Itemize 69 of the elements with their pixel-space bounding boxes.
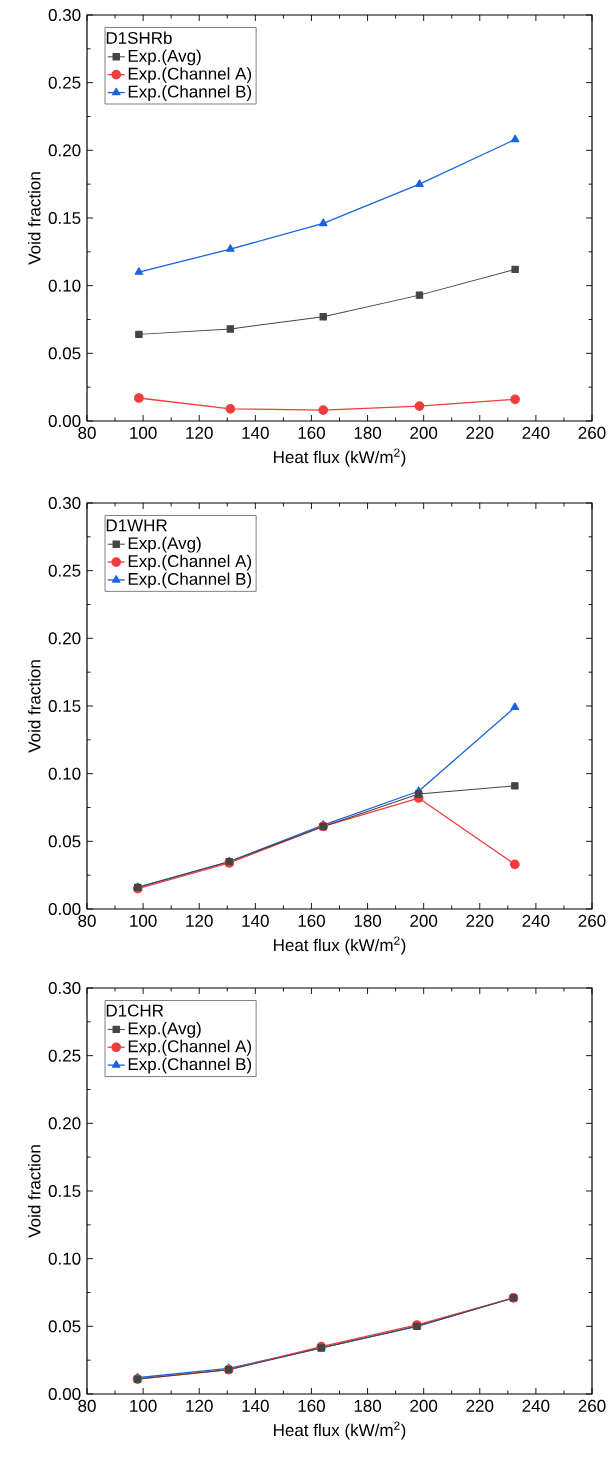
x-tick-label: 220 <box>466 426 494 439</box>
legend-label: Exp.(Channel A) <box>128 554 252 571</box>
x-tick-label: 180 <box>354 426 382 439</box>
y-tick-label: 0.15 <box>48 699 81 713</box>
x-tick-label: 240 <box>522 1399 550 1412</box>
y-tick-label: 0.05 <box>48 835 81 848</box>
x-tick-label: 140 <box>242 914 269 927</box>
y-tick-label: 0.00 <box>48 902 81 916</box>
x-tick-label: 80 <box>78 1399 96 1412</box>
x-tick-label: 220 <box>466 914 494 927</box>
legend-label: Exp.(Channel B) <box>128 572 252 589</box>
y-tick-label: 0.25 <box>48 1049 81 1062</box>
y-tick-label: 0.25 <box>48 564 81 577</box>
legend-label: Exp.(Avg) <box>128 1021 201 1038</box>
x-tick-label: 120 <box>186 914 213 927</box>
y-tick-label: 0.10 <box>48 1252 81 1265</box>
legend-title: D1WHR <box>106 519 167 532</box>
x-tick-label: 200 <box>410 914 438 927</box>
x-tick-label: 100 <box>130 914 157 927</box>
x-tick-label: 80 <box>78 914 96 927</box>
y-axis-title: Void fraction <box>28 172 41 265</box>
x-tick-label: 160 <box>298 1399 325 1412</box>
legend-label: Exp.(Channel A) <box>128 67 252 84</box>
x-tick-label: 180 <box>354 1399 382 1412</box>
y-tick-label: 0.15 <box>48 1184 81 1198</box>
y-tick-label: 0.20 <box>48 144 81 157</box>
legend-label: Exp.(Avg) <box>128 49 201 66</box>
y-tick-label: 0.15 <box>48 211 81 225</box>
x-tick-label: 200 <box>410 426 438 439</box>
x-tick-label: 120 <box>186 1399 213 1412</box>
y-tick-label: 0.05 <box>48 1320 81 1333</box>
x-tick-label: 260 <box>578 914 606 927</box>
y-axis-title: Void fraction <box>28 660 41 753</box>
x-tick-label: 160 <box>298 426 325 439</box>
y-tick-label: 0.00 <box>48 414 81 428</box>
x-tick-label: 240 <box>522 914 550 927</box>
y-axis-title: Void fraction <box>28 1145 41 1238</box>
y-tick-label: 0.30 <box>48 496 81 510</box>
x-tick-label: 80 <box>78 426 96 439</box>
x-tick-label: 120 <box>186 426 213 439</box>
y-tick-label: 0.30 <box>48 981 81 995</box>
x-tick-label: 260 <box>578 1399 606 1412</box>
x-tick-label: 200 <box>410 1399 438 1412</box>
x-tick-label: 220 <box>466 1399 494 1412</box>
x-tick-label: 260 <box>578 426 606 439</box>
x-tick-label: 240 <box>522 426 550 439</box>
y-tick-label: 0.20 <box>48 632 81 645</box>
x-tick-label: 100 <box>130 1399 157 1412</box>
y-tick-label: 0.00 <box>48 1387 81 1401</box>
y-tick-label: 0.25 <box>48 76 81 89</box>
legend-label: Exp.(Channel B) <box>128 1057 252 1074</box>
legend-title: D1SHRb <box>106 31 172 45</box>
legend-label: Exp.(Avg) <box>128 536 201 553</box>
y-tick-label: 0.20 <box>48 1117 81 1130</box>
x-tick-label: 160 <box>298 914 325 927</box>
y-tick-label: 0.05 <box>48 347 81 360</box>
x-tick-label: 140 <box>242 426 269 439</box>
x-axis-title: Heat flux (kW/m$^{2}$) <box>274 936 406 955</box>
x-tick-label: 180 <box>354 914 382 927</box>
legend-title: D1CHR <box>106 1004 164 1017</box>
y-tick-label: 0.10 <box>48 767 81 780</box>
legend-label: Exp.(Channel B) <box>128 85 252 101</box>
x-tick-label: 100 <box>130 426 157 439</box>
x-axis-title: Heat flux (kW/m$^{2}$) <box>274 1421 406 1440</box>
x-tick-label: 140 <box>242 1399 269 1412</box>
x-axis-title: Heat flux (kW/m$^{2}$) <box>274 448 406 467</box>
legend-label: Exp.(Channel A) <box>128 1039 252 1056</box>
y-tick-label: 0.30 <box>48 8 81 22</box>
y-tick-label: 0.10 <box>48 279 81 292</box>
